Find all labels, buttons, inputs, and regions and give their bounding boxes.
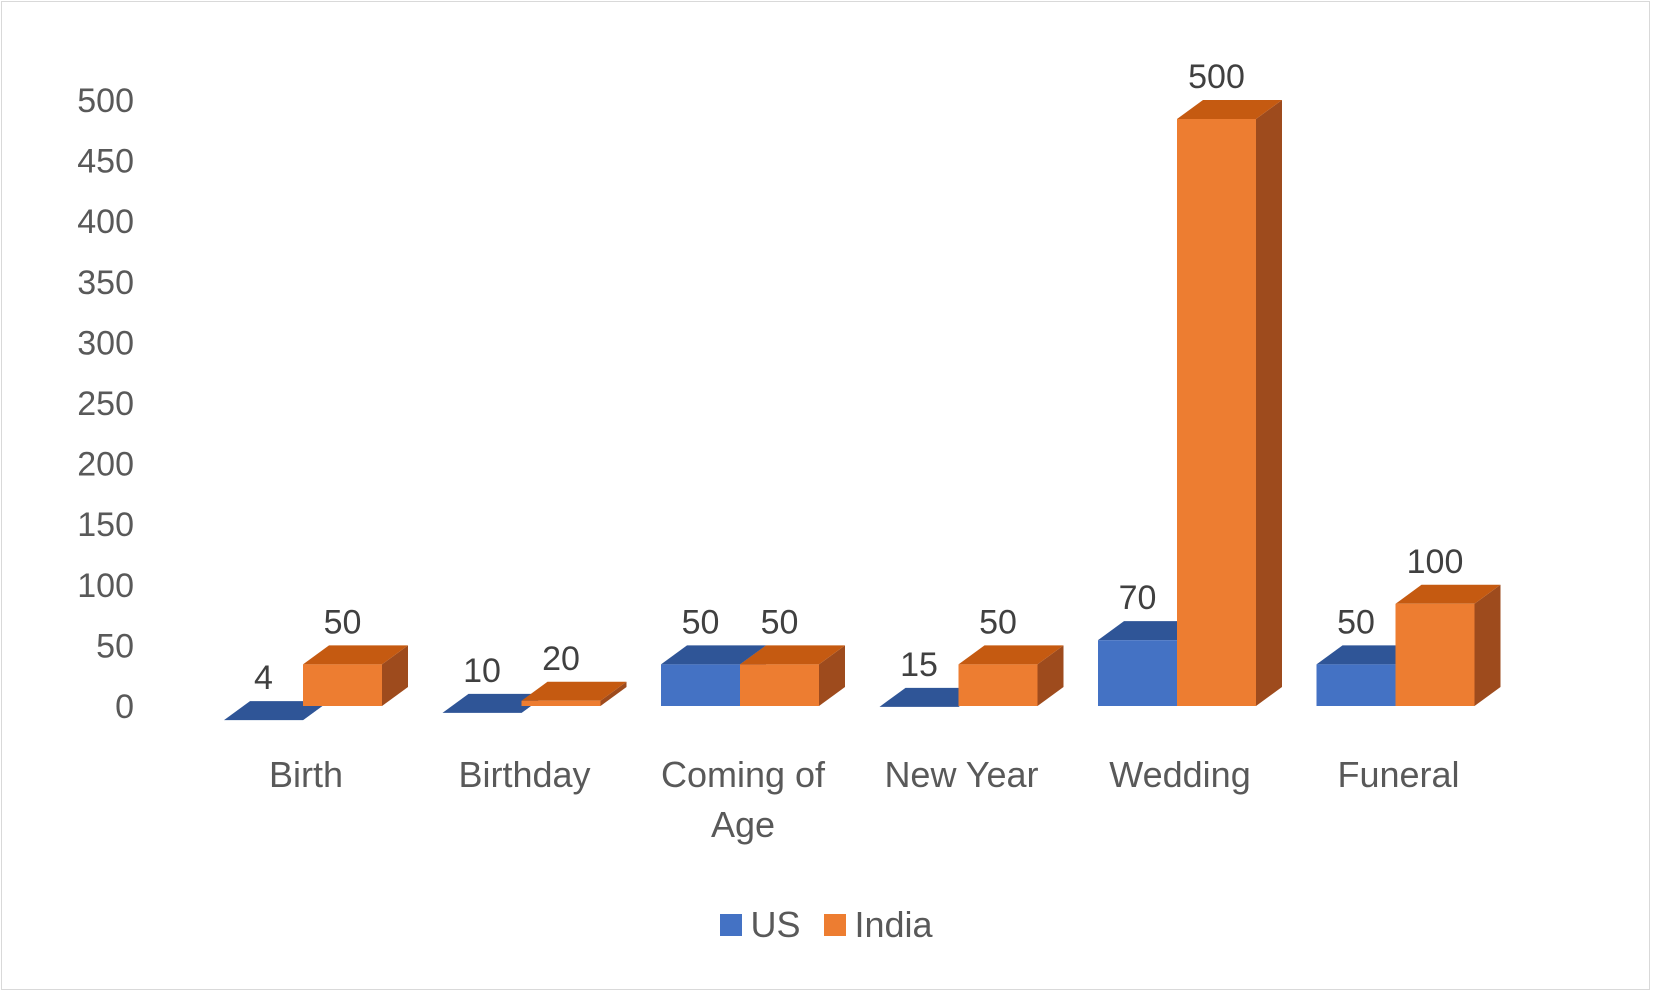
data-label-india-wedding: 500: [1188, 58, 1245, 96]
data-label-india-coming-of-age: 50: [761, 603, 799, 641]
bar-top-us-funeral: [1316, 645, 1422, 665]
y-tick-label: 100: [77, 567, 134, 605]
y-tick-label: 400: [77, 203, 134, 241]
x-tick-label-birthday: Birthday: [458, 754, 590, 795]
x-tick-label-funeral: Funeral: [1337, 754, 1459, 795]
y-tick-label: 200: [77, 446, 134, 484]
x-tick-label-line: Funeral: [1337, 754, 1459, 795]
x-tick-label-line: Age: [711, 804, 775, 845]
bar-chart: 050100150200250300350400450500450Birth10…: [77, 58, 1501, 845]
x-tick-label-line: Wedding: [1109, 754, 1250, 795]
bar-top-india-wedding: [1177, 100, 1282, 119]
bar-india-wedding: [1177, 119, 1256, 706]
bar-top-us-coming-of-age: [661, 645, 766, 665]
bar-india-birthday: [521, 700, 601, 706]
data-label-india-funeral: 100: [1407, 543, 1464, 581]
legend-item-us: US: [720, 904, 800, 946]
data-label-india-birthday: 20: [542, 640, 580, 678]
bar-us-funeral: [1316, 664, 1396, 706]
bar-top-us-wedding: [1098, 621, 1203, 641]
y-tick-label: 450: [77, 143, 134, 181]
bar-top-india-birth: [303, 645, 408, 665]
x-tick-label-wedding: Wedding: [1109, 754, 1250, 795]
bar-india-birth: [303, 664, 382, 706]
bar-side-india-birth: [382, 645, 408, 706]
bar-india-coming-of-age: [740, 664, 819, 706]
y-tick-label: 50: [96, 627, 134, 665]
x-tick-label-line: New Year: [884, 754, 1038, 795]
data-label-us-new-year: 15: [900, 646, 938, 684]
data-label-us-funeral: 50: [1337, 603, 1375, 641]
x-tick-label-line: Birthday: [458, 754, 590, 795]
bar-india-funeral: [1395, 603, 1475, 706]
legend-swatch-us: [720, 914, 743, 936]
data-label-india-new-year: 50: [979, 603, 1017, 641]
y-tick-label: 0: [115, 688, 134, 726]
bar-side-india-wedding: [1256, 100, 1282, 706]
x-tick-label-line: Coming of: [661, 754, 826, 795]
data-label-us-birthday: 10: [463, 652, 501, 690]
bar-side-india-new-year: [1037, 645, 1064, 706]
data-label-us-coming-of-age: 50: [682, 603, 720, 641]
y-tick-label: 350: [77, 264, 134, 302]
x-tick-label-coming-of-age: Coming of Age: [661, 754, 826, 845]
legend-label-us: US: [750, 904, 801, 945]
bar-top-india-birthday: [521, 681, 627, 701]
bar-side-india-coming-of-age: [819, 645, 845, 706]
legend-item-india: India: [824, 904, 933, 946]
bar-us-coming-of-age: [661, 664, 740, 706]
y-tick-label: 250: [77, 385, 134, 423]
data-label-us-birth: 4: [254, 659, 273, 697]
bar-top-us-birthday: [442, 693, 548, 713]
x-tick-label-birth: Birth: [269, 754, 343, 795]
bar-top-us-birth: [224, 701, 329, 721]
bar-india-new-year: [958, 664, 1038, 706]
data-label-india-birth: 50: [324, 603, 362, 641]
x-tick-label-new-year: New Year: [884, 754, 1038, 795]
bar-top-us-new-year: [879, 687, 985, 707]
bar-us-wedding: [1098, 640, 1177, 706]
x-tick-label-line: Birth: [269, 754, 343, 795]
y-tick-label: 300: [77, 324, 134, 362]
y-tick-label: 500: [77, 82, 134, 120]
bar-top-india-coming-of-age: [740, 645, 845, 665]
bar-top-india-new-year: [958, 645, 1064, 665]
bar-side-india-funeral: [1474, 584, 1501, 706]
bar-top-india-funeral: [1395, 584, 1501, 604]
data-label-us-wedding: 70: [1119, 579, 1157, 617]
y-tick-label: 150: [77, 506, 134, 544]
bar-side-india-birthday: [600, 681, 627, 706]
legend-label-india: India: [854, 904, 933, 945]
legend: US India: [0, 902, 1653, 948]
legend-swatch-india: [824, 914, 847, 936]
